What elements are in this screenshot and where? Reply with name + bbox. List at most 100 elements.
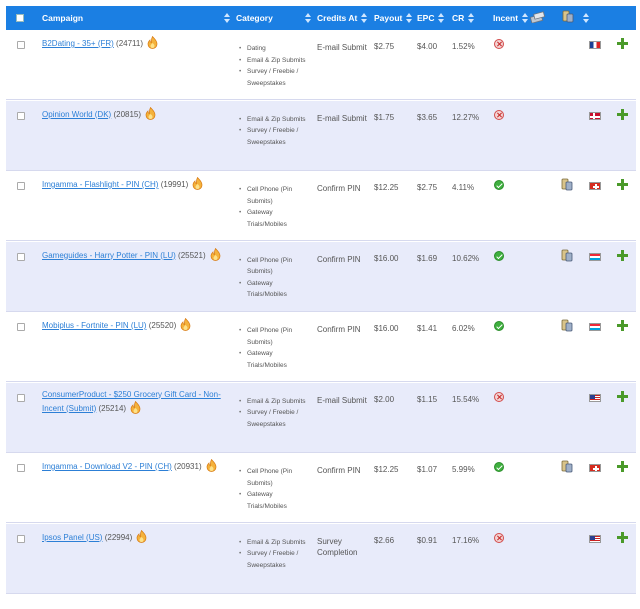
campaign-id: (20815) — [113, 109, 142, 119]
campaign-link[interactable]: Imgamma - Download V2 - PIN (CH) — [42, 462, 172, 471]
campaign-cell: Imgamma - Flashlight - PIN (CH) (19991) — [42, 177, 222, 191]
campaign-link[interactable]: ConsumerProduct - $250 Grocery Gift Card… — [42, 389, 221, 413]
category-item: Cell Phone (Pin Submits) — [238, 466, 313, 489]
row-divider — [6, 169, 636, 171]
credits-at: Confirm PIN — [317, 466, 361, 475]
category-list: Email & Zip SubmitsSurvey / Freebie / Sw… — [238, 114, 313, 149]
category-item: Email & Zip Submits — [238, 396, 313, 408]
sort-cr-icon[interactable] — [468, 13, 475, 23]
row-divider — [6, 381, 636, 382]
add-offer-button[interactable] — [617, 390, 628, 402]
add-offer-button[interactable] — [617, 249, 628, 261]
country-flag-icon — [589, 111, 601, 120]
sort-incent-icon[interactable] — [522, 13, 529, 23]
campaign-link[interactable]: Ipsos Panel (US) — [42, 532, 103, 542]
category-item: Survey / Freebie / Sweepstakes — [238, 125, 313, 148]
campaign-link[interactable]: B2Dating - 35+ (FR) — [42, 39, 114, 48]
payout-value: $2.75 — [374, 42, 395, 51]
campaign-link[interactable]: Mobiplus - Fortnite - PIN (LU) — [42, 321, 147, 330]
table-row: Imgamma - Download V2 - PIN (CH) (20931)… — [6, 453, 636, 523]
campaign-id: (20931) — [174, 462, 202, 471]
mobile-device-icon[interactable] — [561, 10, 575, 24]
epc-value: $2.75 — [417, 183, 438, 192]
category-list: Cell Phone (Pin Submits)Gateway Trials/M… — [238, 325, 313, 371]
table-row: B2Dating - 35+ (FR) (24711) DatingEmail … — [6, 30, 636, 100]
sort-mobile-icon[interactable] — [583, 13, 589, 23]
table-row: Opinion World (DK) (20815) Email & Zip S… — [6, 100, 636, 171]
payout-value: $2.66 — [374, 535, 395, 545]
sort-credits-icon[interactable] — [361, 13, 368, 23]
column-header-campaign[interactable]: Campaign — [42, 13, 84, 23]
device-stack-icon[interactable] — [530, 11, 546, 23]
mobile-device-icon — [561, 249, 573, 261]
add-offer-button[interactable] — [617, 320, 628, 331]
row-divider — [6, 310, 636, 312]
table-header: Campaign Category Credits At Payout EPC … — [6, 6, 636, 30]
epc-value: $1.69 — [417, 253, 438, 263]
row-checkbox[interactable] — [17, 534, 25, 543]
cr-value: 15.54% — [452, 394, 480, 404]
sort-campaign-icon[interactable] — [224, 13, 230, 23]
table-row: Imgamma - Flashlight - PIN (CH) (19991) … — [6, 171, 636, 241]
row-checkbox[interactable] — [17, 464, 25, 472]
payout-value: $16.00 — [374, 253, 399, 263]
country-flag-icon — [589, 41, 601, 49]
campaign-link[interactable]: Opinion World (DK) — [42, 109, 112, 119]
sort-payout-icon[interactable] — [406, 13, 413, 23]
row-checkbox[interactable] — [17, 252, 25, 261]
credits-at: E-mail Submit — [317, 113, 367, 123]
payout-value: $1.75 — [374, 112, 395, 122]
hot-offer-icon — [136, 529, 147, 543]
epc-value: $1.41 — [417, 324, 438, 333]
campaign-link[interactable]: Imgamma - Flashlight - PIN (CH) — [42, 180, 159, 189]
select-all-checkbox[interactable] — [16, 14, 24, 22]
column-header-payout[interactable]: Payout — [374, 6, 413, 30]
hot-offer-icon — [145, 106, 156, 120]
row-checkbox[interactable] — [17, 323, 25, 331]
country-flag-icon — [589, 534, 601, 543]
incent-not-allowed-icon — [494, 532, 504, 543]
hot-offer-icon — [130, 400, 141, 414]
hot-offer-icon — [147, 36, 158, 49]
add-offer-button[interactable] — [617, 108, 628, 120]
row-checkbox[interactable] — [17, 41, 25, 49]
category-item: Email & Zip Submits — [238, 537, 313, 549]
category-item: Cell Phone (Pin Submits) — [238, 255, 313, 278]
campaign-cell: Gameguides - Harry Potter - PIN (LU) (25… — [42, 247, 222, 262]
hot-offer-icon — [206, 459, 216, 472]
category-list: Cell Phone (Pin Submits)Gateway Trials/M… — [238, 466, 313, 512]
table-row: Mobiplus - Fortnite - PIN (LU) (25520) C… — [6, 312, 636, 382]
add-offer-button[interactable] — [617, 531, 628, 543]
add-offer-button[interactable] — [617, 38, 628, 49]
category-item: Gateway Trials/Mobiles — [238, 348, 313, 371]
column-header-incent[interactable]: Incent — [493, 6, 529, 30]
credits-at: Confirm PIN — [317, 325, 361, 334]
column-header-credits-at[interactable]: Credits At — [317, 6, 368, 30]
category-item: Email & Zip Submits — [238, 114, 313, 126]
column-header-cr[interactable]: CR — [452, 6, 475, 30]
campaign-id: (19991) — [160, 180, 189, 189]
epc-value: $3.65 — [417, 112, 438, 122]
payout-value: $12.25 — [374, 465, 399, 474]
column-header-category[interactable]: Category — [236, 13, 273, 23]
add-offer-button[interactable] — [617, 179, 628, 190]
row-divider — [6, 451, 636, 453]
campaign-link[interactable]: Gameguides - Harry Potter - PIN (LU) — [42, 250, 176, 260]
cr-value: 10.62% — [452, 253, 480, 263]
category-list: Email & Zip SubmitsSurvey / Freebie / Sw… — [238, 537, 313, 572]
country-flag-icon — [589, 323, 601, 331]
row-checkbox[interactable] — [17, 393, 25, 402]
campaign-cell: Opinion World (DK) (20815) — [42, 106, 222, 121]
cr-value: 1.52% — [452, 42, 475, 51]
campaign-id: (25214) — [98, 403, 127, 413]
cr-value: 12.27% — [452, 112, 480, 122]
row-checkbox[interactable] — [17, 182, 25, 190]
incent-not-allowed-icon — [494, 391, 504, 402]
row-checkbox[interactable] — [17, 111, 25, 120]
cr-value: 5.99% — [452, 465, 475, 474]
sort-epc-icon[interactable] — [438, 13, 445, 23]
incent-allowed-icon — [494, 462, 504, 472]
add-offer-button[interactable] — [617, 461, 628, 472]
column-header-epc[interactable]: EPC — [417, 6, 445, 30]
sort-category-icon[interactable] — [305, 13, 311, 23]
